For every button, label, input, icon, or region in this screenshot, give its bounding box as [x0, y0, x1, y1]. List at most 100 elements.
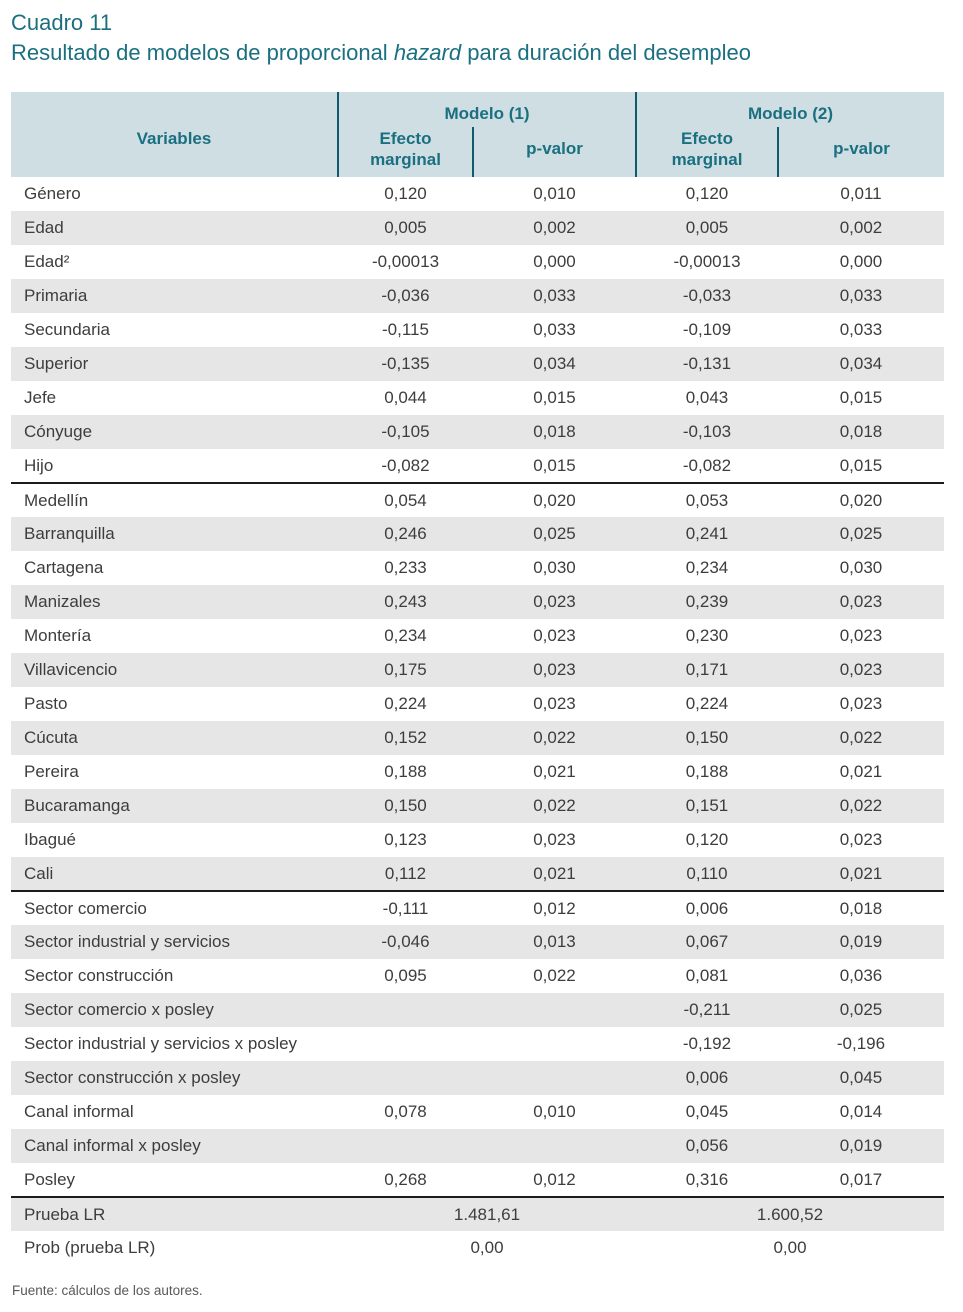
cell-m2-p-valor: 0,018	[778, 890, 944, 925]
cell-m1-p-valor: 0,010	[533, 1102, 576, 1121]
source-note: Fuente: cálculos de los autores.	[12, 1283, 203, 1298]
cell-summary-model2: 1.600,52	[636, 1196, 944, 1231]
cell-m1-p-valor	[473, 1129, 636, 1163]
cell-m2-efecto-marginal: 0,171	[636, 653, 778, 687]
cell-m2-efecto-marginal: -0,082	[682, 455, 732, 475]
table-row: Hijo -0,082 0,015 -0,082 0,015	[11, 449, 944, 483]
cell-m2-efecto-marginal: 0,316	[685, 1169, 729, 1189]
cell-summary-label: Prueba LR	[11, 1196, 338, 1231]
cell-m2-p-valor: 0,025	[778, 517, 944, 551]
cell-variable-label: Secundaria	[24, 320, 111, 339]
cell-m1-efecto-marginal: 0,112	[338, 857, 473, 891]
cell-variable-label: Sector construcción x posley	[11, 1061, 338, 1095]
cell-variable-label: Hijo	[24, 455, 54, 475]
table-body: Género 0,120 0,010 0,120 0,011 Edad 0,005 0,002…	[11, 177, 944, 1265]
caption-text-before: Resultado de modelos de proporcional	[11, 40, 394, 65]
cell-m2-p-valor: 0,014	[839, 1102, 883, 1121]
cell-summary-model2: 0,00	[773, 1238, 807, 1257]
cell-m1-efecto-marginal: 0,120	[384, 184, 427, 203]
cell-m2-efecto-marginal: -0,109	[682, 320, 732, 339]
cell-m1-efecto-marginal: 0,044	[384, 388, 427, 407]
cell-m2-efecto-marginal: 0,081	[685, 966, 729, 985]
table-row: Sector comercio x posley -0,211 0,025	[11, 993, 944, 1027]
table-row: Pasto 0,224 0,023 0,224 0,023	[11, 687, 944, 721]
cell-m2-efecto-marginal: 0,067	[636, 925, 778, 959]
cell-m1-p-valor: 0,018	[473, 415, 636, 449]
cell-m2-p-valor: 0,021	[839, 762, 883, 781]
cell-m2-p-valor: 0,033	[778, 279, 944, 313]
cell-m2-p-valor: 0,023	[839, 694, 883, 713]
cell-m1-p-valor: 0,025	[473, 517, 636, 551]
cell-variable-label: Manizales	[11, 585, 338, 619]
cell-m1-p-valor: 0,020	[473, 482, 636, 517]
cell-variable-label: Superior	[11, 347, 338, 381]
cell-variable-label: Villavicencio	[11, 653, 338, 687]
cell-m2-p-valor: 0,019	[778, 1129, 944, 1163]
cell-m1-p-valor: 0,000	[533, 252, 576, 271]
cell-m1-p-valor: 0,023	[533, 694, 576, 713]
cell-m1-efecto-marginal: -0,082	[381, 455, 430, 475]
cell-m2-efecto-marginal: 0,120	[685, 830, 729, 849]
table-row: Canal informal x posley 0,056 0,019	[11, 1129, 944, 1163]
table-row: Cali 0,112 0,021 0,110 0,021	[11, 857, 944, 891]
cell-m1-efecto-marginal: 0,175	[338, 653, 473, 687]
cell-m1-p-valor: 0,012	[533, 1169, 576, 1189]
table-header: Variables Modelo (1) Modelo (2) Efecto m…	[11, 92, 944, 177]
cell-m2-p-valor: 0,018	[778, 415, 944, 449]
header-m2-efecto-marginal: Efecto marginal	[636, 127, 778, 177]
header-m1-efecto-marginal: Efecto marginal	[338, 127, 473, 177]
cell-variable-label: Barranquilla	[11, 517, 338, 551]
cell-variable-label: Sector construcción	[24, 966, 174, 985]
table-row: Manizales 0,243 0,023 0,239 0,023	[11, 585, 944, 619]
table-row: Secundaria -0,115 0,033 -0,109 0,033	[11, 313, 944, 347]
cell-variable-label: Pasto	[24, 694, 68, 713]
table-row: Jefe 0,044 0,015 0,043 0,015	[11, 381, 944, 415]
cell-m1-efecto-marginal: -0,046	[338, 925, 473, 959]
cell-m2-p-valor: 0,025	[778, 993, 944, 1027]
cell-m2-efecto-marginal: 0,241	[636, 517, 778, 551]
cell-m2-efecto-marginal: 0,005	[636, 211, 778, 245]
cell-m2-efecto-marginal: 0,045	[685, 1102, 729, 1121]
cell-m1-p-valor: 0,033	[473, 279, 636, 313]
table-row: Cúcuta 0,152 0,022 0,150 0,022	[11, 721, 944, 755]
cell-m2-p-valor: 0,011	[840, 184, 882, 203]
cell-variable-label: Posley	[24, 1169, 76, 1189]
table-row: Bucaramanga 0,150 0,022 0,151 0,022	[11, 789, 944, 823]
cell-variable-label: Género	[24, 184, 81, 203]
cell-m2-efecto-marginal: 0,224	[685, 694, 729, 713]
cell-m1-efecto-marginal: 0,005	[338, 211, 473, 245]
cell-variable-label: Sector industrial y servicios x posley	[24, 1034, 298, 1053]
header-model-2: Modelo (2)	[636, 92, 944, 127]
table-row: Cartagena 0,233 0,030 0,234 0,030	[11, 551, 944, 585]
cell-variable-label: Edad	[11, 211, 338, 245]
cell-m2-p-valor: 0,034	[778, 347, 944, 381]
cell-m1-efecto-marginal: 0,152	[338, 721, 473, 755]
cell-m2-efecto-marginal: 0,043	[685, 388, 729, 407]
cell-m2-efecto-marginal: 0,150	[636, 721, 778, 755]
cell-m1-efecto-marginal: -0,135	[338, 347, 473, 381]
table-row: Barranquilla 0,246 0,025 0,241 0,025	[11, 517, 944, 551]
cell-m1-p-valor: 0,022	[473, 721, 636, 755]
cell-m2-efecto-marginal: -0,192	[682, 1034, 732, 1053]
summary-row: Prueba LR 1.481,61 1.600,52	[11, 1196, 944, 1231]
table-row: Ibagué 0,123 0,023 0,120 0,023	[11, 823, 944, 857]
cell-m2-p-valor: 0,030	[839, 558, 883, 577]
cell-m1-p-valor: 0,030	[533, 558, 576, 577]
cell-variable-label: Pereira	[24, 762, 79, 781]
cell-m2-p-valor: 0,019	[778, 925, 944, 959]
cell-m1-efecto-marginal: 0,234	[384, 626, 427, 645]
table-title-block: Cuadro 11 Resultado de modelos de propor…	[11, 8, 953, 68]
cell-variable-label: Primaria	[11, 279, 338, 313]
cell-m2-efecto-marginal: 0,056	[636, 1129, 778, 1163]
cell-m1-p-valor: 0,023	[473, 653, 636, 687]
cell-m2-efecto-marginal: -0,131	[636, 347, 778, 381]
table-row: Sector construcción 0,095 0,022 0,081 0,036	[11, 959, 944, 993]
cell-m1-efecto-marginal: -0,00013	[371, 252, 440, 271]
cell-variable-label: Canal informal	[24, 1102, 134, 1121]
table-row: Cónyuge -0,105 0,018 -0,103 0,018	[11, 415, 944, 449]
cell-variable-label: Cónyuge	[11, 415, 338, 449]
cell-summary-model1: 1.481,61	[338, 1196, 636, 1231]
cell-m2-efecto-marginal: 0,053	[636, 482, 778, 517]
cell-m2-efecto-marginal: 0,234	[685, 558, 729, 577]
